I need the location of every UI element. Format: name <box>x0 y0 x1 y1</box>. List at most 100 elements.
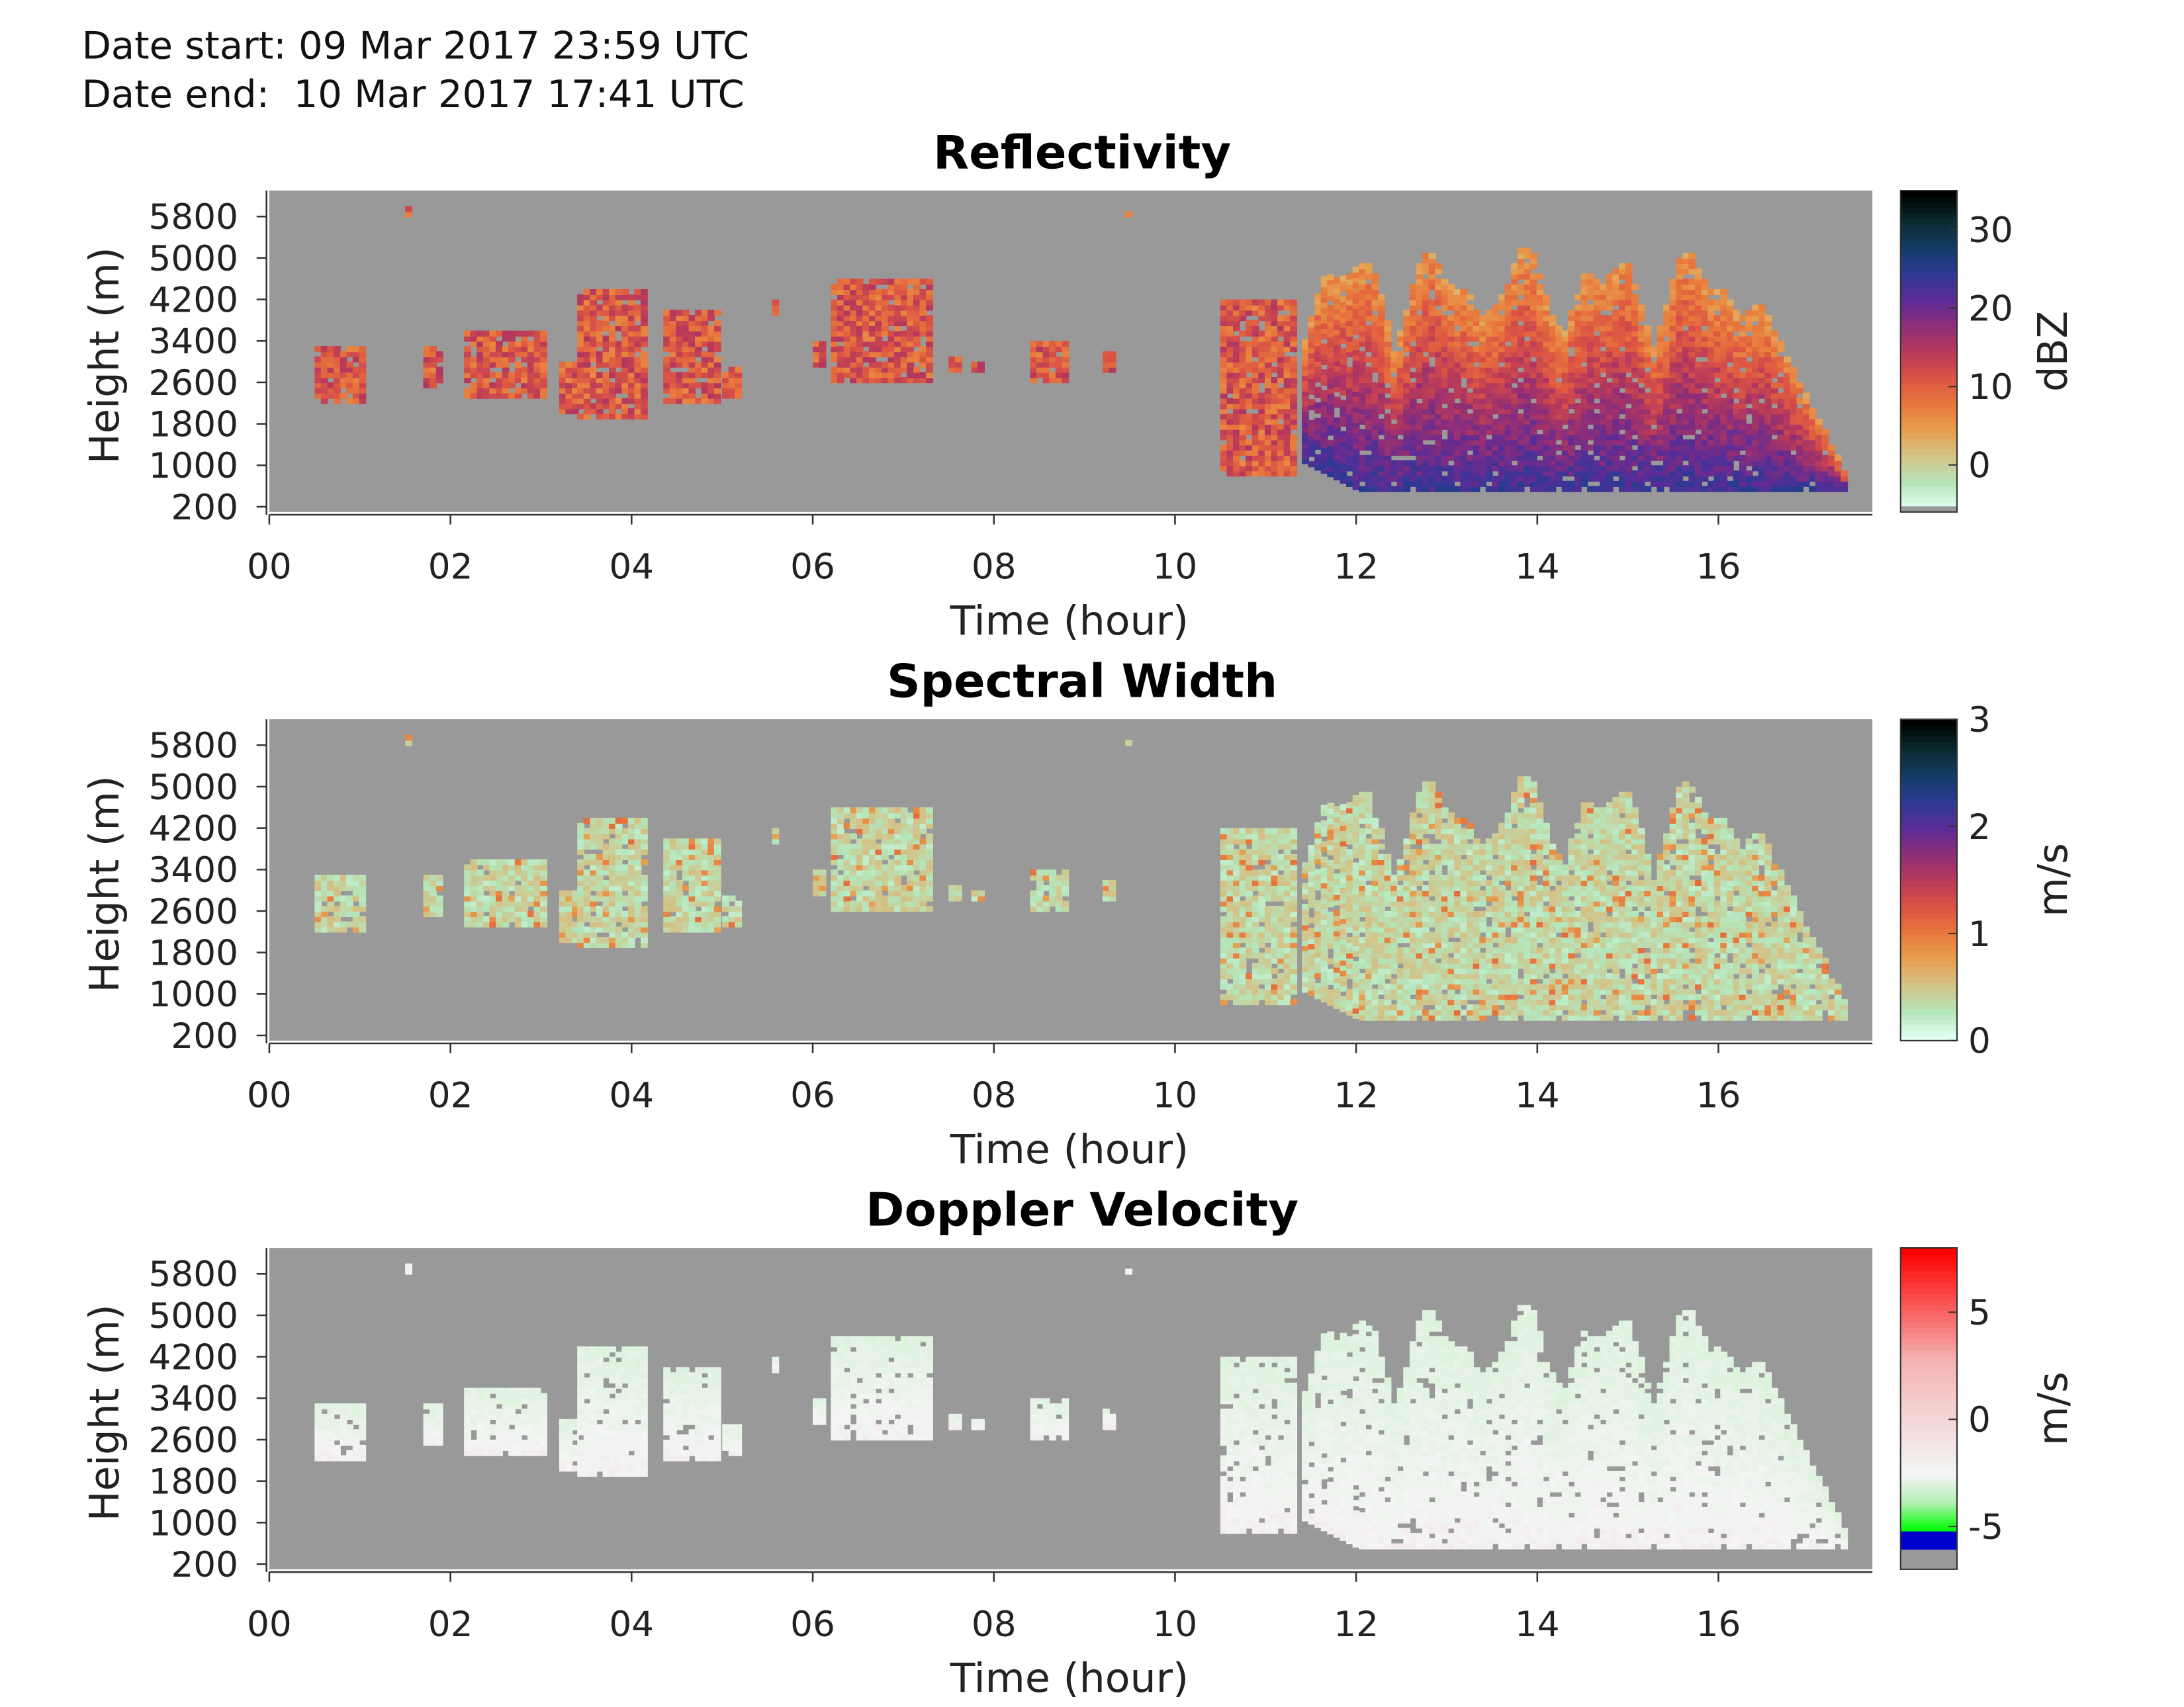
heatmap-cell <box>1676 377 1684 384</box>
heatmap-cell <box>1302 447 1309 454</box>
heatmap-cell <box>1290 315 1298 322</box>
heatmap-cell <box>1428 475 1436 482</box>
heatmap-cell <box>1220 372 1228 378</box>
heatmap-cell <box>831 325 839 331</box>
heatmap-cell <box>627 341 635 347</box>
heatmap-cell <box>602 351 610 358</box>
heatmap-cell <box>1555 325 1563 331</box>
heatmap-cell <box>1587 460 1594 466</box>
heatmap-cell <box>1618 439 1626 446</box>
heatmap-cell <box>1631 356 1639 363</box>
heatmap-cell <box>1302 339 1309 345</box>
heatmap-cell <box>1676 372 1684 378</box>
heatmap-cell <box>1777 341 1785 347</box>
heatmap-cell <box>1606 408 1614 415</box>
heatmap-cell <box>359 351 367 358</box>
heatmap-cell <box>1359 413 1367 420</box>
heatmap-cell <box>1416 408 1424 415</box>
heatmap-cell <box>713 341 721 347</box>
heatmap-cell <box>1258 351 1266 358</box>
heatmap-cell <box>533 869 541 876</box>
heatmap-cell <box>907 372 915 378</box>
heatmap-cell <box>1422 470 1430 477</box>
heatmap-cell <box>1396 372 1404 378</box>
heatmap-cell <box>583 320 591 327</box>
heatmap-cell <box>1637 372 1645 378</box>
heatmap-cell <box>1543 398 1550 404</box>
heatmap-cell <box>1220 444 1228 451</box>
heatmap-cell <box>1365 325 1373 331</box>
heatmap-cell <box>1239 310 1247 316</box>
heatmap-cell <box>1377 480 1385 487</box>
heatmap-cell <box>571 367 579 373</box>
heatmap-cell <box>540 921 547 928</box>
heatmap-cell <box>1290 403 1298 410</box>
heatmap-cell <box>1498 320 1506 327</box>
heatmap-cell <box>634 304 642 311</box>
heatmap-cell <box>1511 418 1518 425</box>
heatmap-cell <box>1637 434 1645 441</box>
heatmap-cell <box>1377 367 1385 373</box>
heatmap-cell <box>1359 279 1367 285</box>
heatmap-cell <box>1784 392 1791 399</box>
heatmap-cell <box>1720 335 1728 342</box>
heatmap-cell <box>1422 465 1430 472</box>
heatmap-cell <box>1580 335 1588 342</box>
heatmap-cell <box>596 890 604 897</box>
colorbar-segment <box>1900 249 1957 256</box>
heatmap-cell <box>1390 429 1398 435</box>
heatmap-cell <box>1574 310 1582 316</box>
heatmap-cell <box>1600 320 1608 327</box>
heatmap-cell <box>1365 480 1373 487</box>
heatmap-cell <box>1720 439 1728 446</box>
heatmap-cell <box>1359 382 1367 389</box>
heatmap-cell <box>1809 439 1817 446</box>
heatmap-cell <box>1479 413 1487 420</box>
heatmap-cell <box>314 367 322 373</box>
heatmap-cell <box>346 879 354 887</box>
heatmap-cell <box>596 392 604 399</box>
heatmap-cell <box>1625 408 1633 415</box>
heatmap-cell <box>540 906 547 912</box>
heatmap-cell <box>334 382 341 389</box>
heatmap-cell <box>1435 465 1443 472</box>
heatmap-cell <box>470 921 478 928</box>
heatmap-cell <box>1752 387 1760 394</box>
heatmap-cell <box>1770 372 1778 378</box>
heatmap-cell <box>1479 460 1487 466</box>
heatmap-cell <box>423 356 431 363</box>
heatmap-cell <box>894 346 902 353</box>
heatmap-cell <box>1396 367 1404 373</box>
heatmap-cell <box>676 859 684 865</box>
heatmap-cell <box>954 361 962 368</box>
heatmap-cell <box>477 885 484 891</box>
heatmap-cell <box>1701 429 1709 435</box>
heatmap-cell <box>701 325 709 331</box>
heatmap-cell <box>1625 294 1633 300</box>
heatmap-cell <box>1676 434 1684 441</box>
heatmap-cell <box>1271 418 1279 425</box>
heatmap-cell <box>314 879 322 887</box>
heatmap-cell <box>1226 439 1234 446</box>
heatmap-cell <box>514 906 522 912</box>
heatmap-cell <box>663 341 671 347</box>
heatmap-cell <box>1302 359 1309 366</box>
heatmap-cell <box>577 910 585 918</box>
heatmap-cell <box>602 854 610 860</box>
heatmap-cell <box>1492 387 1500 394</box>
heatmap-cell <box>1796 429 1804 435</box>
heatmap-cell <box>1365 408 1373 415</box>
heatmap-cell <box>1745 310 1753 316</box>
heatmap-cell <box>1733 382 1741 389</box>
heatmap-cell <box>1587 377 1594 384</box>
heatmap-cell <box>1625 387 1633 394</box>
heatmap-cell <box>1467 304 1474 311</box>
heatmap-cell <box>1764 341 1772 347</box>
heatmap-cell <box>1752 408 1760 415</box>
heatmap-cell <box>1409 449 1417 456</box>
heatmap-cell <box>1796 387 1804 394</box>
heatmap-cell <box>1593 279 1601 285</box>
heatmap-cell <box>621 377 629 384</box>
heatmap-cell <box>894 304 902 311</box>
heatmap-cell <box>1517 486 1525 492</box>
